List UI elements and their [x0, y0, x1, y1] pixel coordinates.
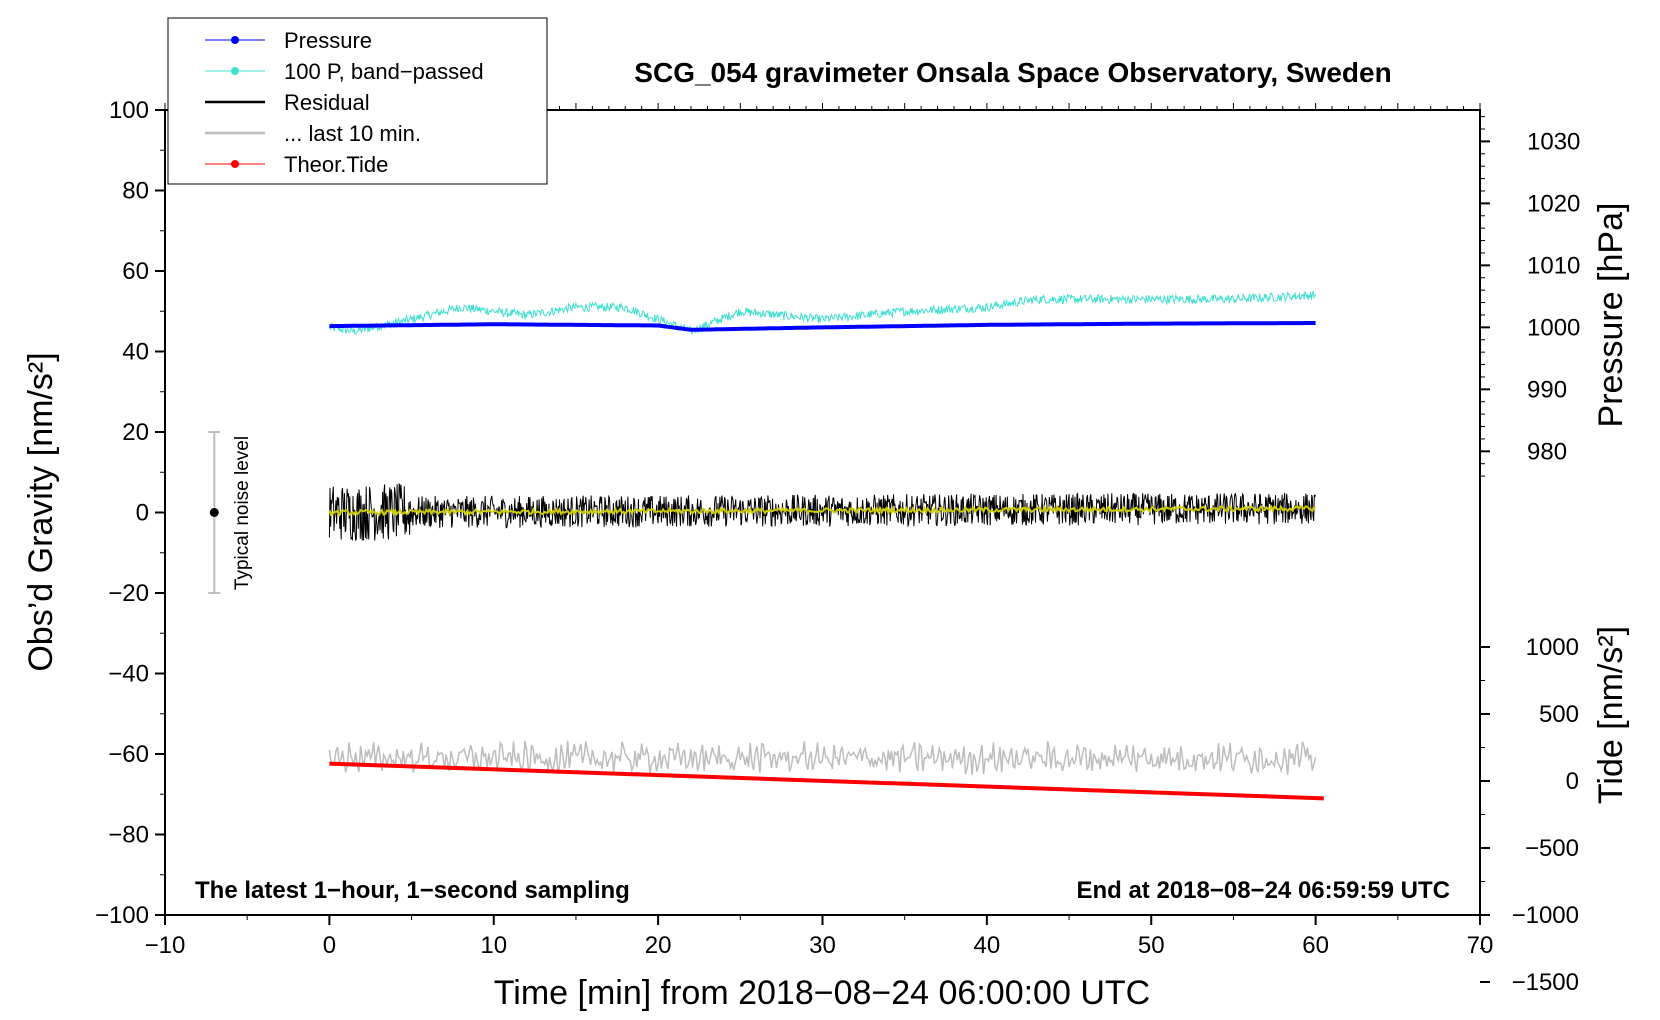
pressure-tick-label: 1010 — [1527, 252, 1580, 279]
legend-marker — [231, 160, 239, 168]
y-axis-title-pressure: Pressure [hPa] — [1592, 203, 1630, 428]
left-axis: −100 −80 −60 −40 −20 0 20 40 60 80 100 — [95, 97, 165, 929]
y-tick-label: 80 — [122, 178, 149, 205]
legend-label-tide: Theor.Tide — [284, 152, 388, 177]
x-tick-label: 70 — [1467, 932, 1494, 959]
y-tick-label: −100 — [95, 902, 149, 929]
bottom-axis: −10 0 10 20 30 40 50 60 70 — [145, 915, 1494, 959]
legend: Pressure 100 P, band−passed Residual ...… — [167, 17, 548, 185]
noise-bar — [208, 431, 221, 594]
pressure-tick-label: 980 — [1527, 438, 1567, 465]
legend-label-pressure: Pressure — [284, 28, 372, 53]
x-tick-label: 0 — [323, 932, 336, 959]
noise-label: Typical noise level — [232, 436, 253, 590]
chart-title: SCG_054 gravimeter Onsala Space Observat… — [634, 57, 1391, 88]
series-residual — [328, 483, 1317, 542]
right-axis: 980 990 1000 1010 1020 1030 −1500 −1000 −500 0 500… — [1480, 116, 1580, 996]
x-tick-label: 40 — [974, 932, 1001, 959]
y-tick-label: −40 — [108, 661, 149, 688]
series-residual-smoothed — [328, 504, 1316, 518]
x-axis-title: Time [min] from 2018−08−24 06:00:00 UTC — [494, 974, 1150, 1012]
y-tick-label: 40 — [122, 339, 149, 366]
series-layer — [328, 290, 1324, 801]
noise-bar-center — [209, 508, 219, 517]
x-tick-label: 30 — [809, 932, 836, 959]
pressure-tick-label: 1020 — [1527, 190, 1580, 217]
end-time-note: End at 2018−08−24 06:59:59 UTC — [1076, 877, 1450, 904]
x-tick-label: 10 — [480, 932, 507, 959]
tide-tick-label: 500 — [1539, 701, 1579, 728]
y-tick-label: −20 — [108, 580, 149, 607]
tide-tick-label: −1500 — [1512, 969, 1579, 996]
pressure-tick-label: 990 — [1527, 376, 1567, 403]
y-tick-label: 100 — [109, 97, 149, 124]
tide-tick-label: 1000 — [1526, 634, 1579, 661]
series-theor-tide — [329, 761, 1324, 801]
y-axis-title-left: Obs’d Gravity [nm/s²] — [22, 352, 60, 671]
tide-tick-label: −500 — [1525, 835, 1579, 862]
tide-tick-label: −1000 — [1512, 902, 1579, 929]
sampling-note: The latest 1−hour, 1−second sampling — [195, 877, 630, 904]
legend-marker — [231, 67, 239, 75]
y-tick-label: 20 — [122, 419, 149, 446]
y-tick-label: 0 — [136, 500, 149, 527]
pressure-tick-label: 1000 — [1527, 314, 1580, 341]
legend-marker — [231, 36, 239, 44]
tide-tick-label: 0 — [1566, 768, 1579, 795]
x-tick-label: 20 — [645, 932, 672, 959]
legend-label-bandpassed: 100 P, band−passed — [284, 59, 484, 84]
y-tick-label: 60 — [122, 258, 149, 285]
x-tick-label: −10 — [145, 932, 186, 959]
series-last-10-min — [328, 740, 1317, 776]
y-tick-label: −60 — [108, 741, 149, 768]
y-axis-title-tide: Tide [nm/s²] — [1592, 626, 1630, 804]
legend-label-residual: Residual — [284, 90, 370, 115]
x-tick-label: 50 — [1138, 932, 1165, 959]
x-tick-label: 60 — [1302, 932, 1329, 959]
series-bandpassed-pressure — [328, 290, 1317, 335]
legend-label-last10: ... last 10 min. — [284, 121, 421, 146]
series-pressure — [329, 321, 1316, 332]
pressure-tick-label: 1030 — [1527, 128, 1580, 155]
y-tick-label: −80 — [108, 822, 149, 849]
